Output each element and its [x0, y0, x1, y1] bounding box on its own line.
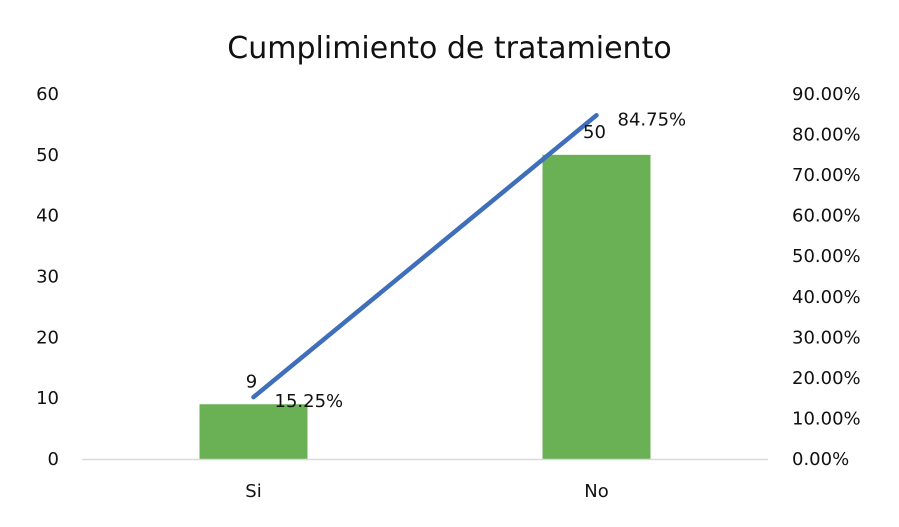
bar — [542, 154, 651, 460]
right-axis-tick-label: 40.00% — [792, 287, 861, 308]
right-axis-tick-label: 60.00% — [792, 206, 861, 227]
right-axis-tick-label: 90.00% — [792, 84, 861, 105]
line-value-label: 84.75% — [618, 109, 687, 130]
bar-value-label: 50 — [583, 122, 606, 143]
right-axis-tick-label: 30.00% — [792, 327, 861, 348]
right-axis-tick-label: 50.00% — [792, 246, 861, 267]
left-axis-tick-label: 20 — [36, 327, 59, 348]
left-axis-tick-label: 60 — [36, 84, 59, 105]
bar — [199, 404, 308, 459]
category-label: No — [584, 481, 608, 502]
right-axis-tick-label: 10.00% — [792, 408, 861, 429]
category-label: Si — [245, 481, 261, 502]
left-axis-tick-label: 30 — [36, 267, 59, 288]
chart-title: Cumplimiento de tratamiento — [227, 31, 671, 66]
line-value-label: 15.25% — [275, 391, 344, 412]
right-axis-tick-label: 0.00% — [792, 449, 849, 470]
plot-area: 0 10 20 30 40 50 60 0.00% 10.00% 20.00% 30.00% 40.0… — [36, 84, 861, 502]
bar-value-label: 9 — [246, 371, 257, 392]
right-axis-tick-label: 70.00% — [792, 165, 861, 186]
right-axis-tick-label: 20.00% — [792, 368, 861, 389]
left-axis-tick-label: 0 — [48, 449, 59, 470]
left-axis-tick-label: 50 — [36, 145, 59, 166]
left-axis-tick-label: 10 — [36, 388, 59, 409]
line-series — [251, 113, 599, 400]
right-axis-tick-label: 80.00% — [792, 125, 861, 146]
left-axis-tick-label: 40 — [36, 206, 59, 227]
